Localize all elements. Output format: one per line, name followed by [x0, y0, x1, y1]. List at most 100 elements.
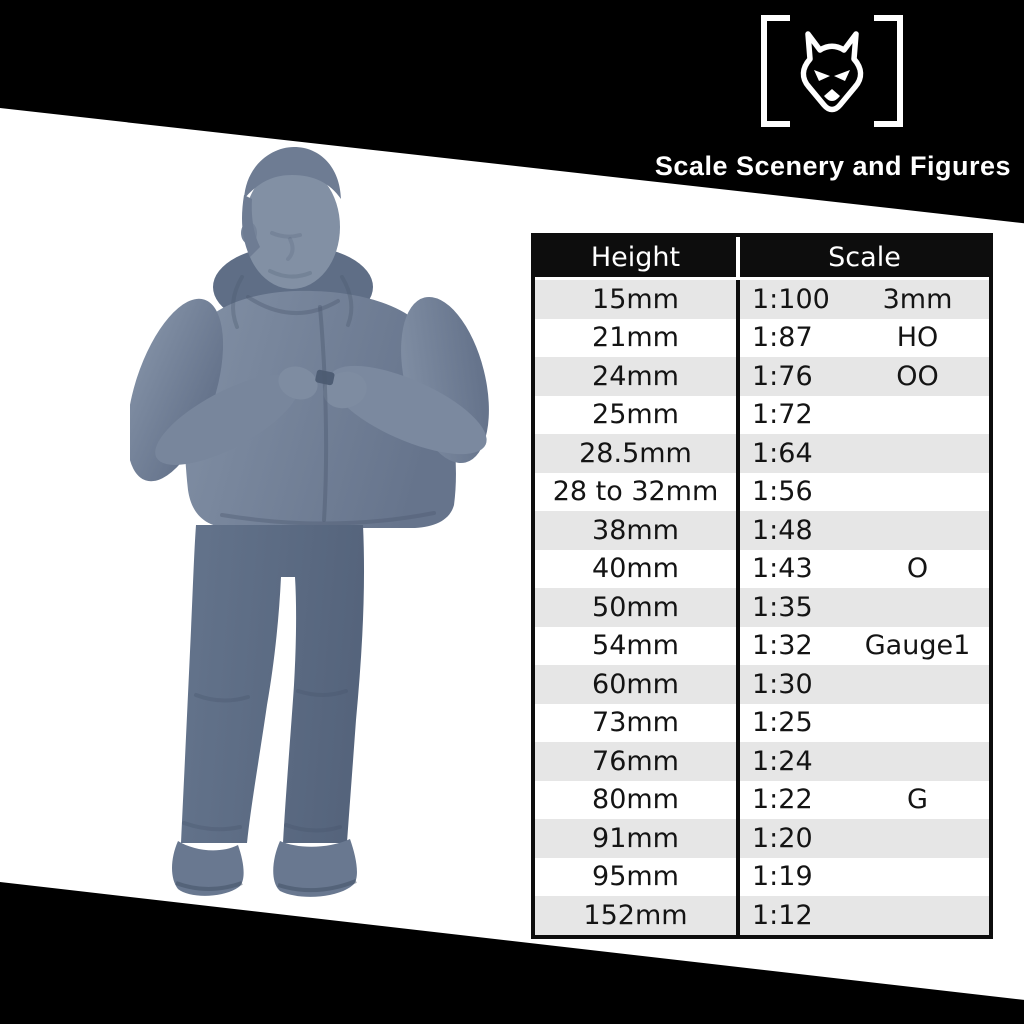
scale-cell: 1:35: [740, 588, 989, 627]
right-bracket: [874, 15, 903, 127]
height-cell: 80mm: [535, 780, 740, 819]
scale-cell: 1:30: [740, 665, 989, 704]
scale-ratio: 1:76: [752, 360, 813, 392]
scale-ratio: 1:35: [752, 591, 813, 623]
table-row: 28 to 32mm 1:56: [535, 472, 989, 512]
scale-cell: 1:24: [740, 742, 989, 781]
chin-fold: [268, 269, 312, 279]
height-cell: 28.5mm: [535, 434, 740, 473]
table-row: 95mm 1:19: [535, 857, 989, 897]
table-row: 50mm 1:35: [535, 588, 989, 627]
brow-shade: [270, 231, 302, 239]
scale-cell: 1:43 O: [740, 550, 989, 589]
height-column-header: Height: [535, 237, 740, 277]
wolf-right-eye: [834, 70, 850, 81]
scale-ratio: 1:87: [752, 322, 813, 354]
hair-side: [242, 195, 260, 257]
gauge-name: Gauge1: [864, 630, 971, 662]
height-cell: 21mm: [535, 318, 740, 357]
table-row: 73mm 1:25: [535, 703, 989, 743]
wolf-left-eye: [814, 70, 830, 81]
table-row: 152mm 1:12: [535, 896, 989, 935]
scale-cell: 1:32 Gauge1: [740, 627, 989, 666]
scale-cell: 1:56: [740, 473, 989, 512]
left-knee-fold: [194, 693, 250, 703]
scale-cell: 1:100 3mm: [740, 280, 989, 319]
table-row: 15mm 1:100 3mm: [535, 280, 989, 319]
height-cell: 152mm: [535, 896, 740, 935]
scale-ratio: 1:56: [752, 476, 813, 508]
scale-cell: 1:76 OO: [740, 357, 989, 396]
scale-ratio: 1:24: [752, 745, 813, 777]
scale-cell: 1:12: [740, 896, 989, 935]
height-cell: 54mm: [535, 626, 740, 665]
trousers: [181, 525, 365, 843]
left-forearm: [155, 375, 299, 465]
height-cell: 76mm: [535, 742, 740, 781]
gauge-name: O: [906, 553, 929, 585]
scale-ratio: 1:12: [752, 899, 813, 931]
hair: [244, 147, 341, 199]
wristwatch: [315, 369, 335, 386]
gauge-name: G: [907, 784, 928, 816]
table-row: 38mm 1:48: [535, 511, 989, 550]
scale-ratio: 1:19: [752, 861, 813, 893]
table-row: 54mm 1:32 Gauge1: [535, 626, 989, 666]
left-cuff-fold: [182, 821, 242, 832]
table-row: 60mm 1:30: [535, 665, 989, 704]
height-cell: 95mm: [535, 857, 740, 896]
table-row: 25mm 1:72: [535, 395, 989, 435]
height-cell: 60mm: [535, 665, 740, 704]
scale-ratio: 1:32: [752, 630, 813, 662]
table-row: 91mm 1:20: [535, 819, 989, 858]
scale-cell: 1:48: [740, 511, 989, 550]
scale-ratio: 1:25: [752, 707, 813, 739]
head: [244, 165, 340, 289]
right-shoe: [273, 839, 357, 897]
right-hand: [323, 371, 367, 409]
height-cell: 24mm: [535, 357, 740, 396]
collar-fold: [246, 295, 340, 316]
table-row: 24mm 1:76 OO: [535, 357, 989, 396]
table-row: 76mm 1:24: [535, 742, 989, 781]
gauge-name: 3mm: [882, 283, 953, 315]
scale-ratio: 1:20: [752, 822, 813, 854]
wolf-logo-icon: [761, 15, 903, 127]
gauge-name: OO: [896, 360, 939, 392]
right-forearm: [329, 365, 487, 455]
right-sole: [277, 879, 357, 893]
scale-ratio: 1:100: [752, 283, 830, 315]
scale-cell: 1:87 HO: [740, 319, 989, 358]
brand-title: Scale Scenery and Figures: [654, 151, 1012, 181]
scale-ratio: 1:64: [752, 437, 813, 469]
scale-ratio: 1:48: [752, 514, 813, 546]
wolf-head-outline: [800, 31, 864, 113]
scale-cell: 1:25: [740, 704, 989, 743]
torso-hoodie: [184, 290, 456, 528]
zipper-line: [318, 305, 329, 522]
height-cell: 38mm: [535, 511, 740, 550]
scale-table-body: 15mm 1:100 3mm 21mm 1:87 HO 24mm 1:76 OO 25mm 1:72…: [535, 280, 989, 935]
hem-fold: [220, 511, 436, 526]
hood-fold-left: [231, 275, 244, 329]
height-cell: 73mm: [535, 703, 740, 742]
scale-cell: 1:72: [740, 396, 989, 435]
height-cell: 50mm: [535, 588, 740, 627]
scale-cell: 1:20: [740, 819, 989, 858]
nose-shade: [286, 237, 295, 261]
hood-fold-right: [340, 275, 354, 327]
left-hand: [278, 366, 318, 400]
wolf-muzzle: [824, 89, 840, 101]
height-cell: 40mm: [535, 549, 740, 588]
scale-cell: 1:19: [740, 858, 989, 897]
height-cell: 91mm: [535, 819, 740, 858]
table-row: 21mm 1:87 HO: [535, 318, 989, 358]
man-figure: [130, 147, 489, 897]
table-row: 28.5mm 1:64: [535, 434, 989, 473]
scale-column-header: Scale: [740, 237, 989, 277]
gauge-name: HO: [896, 322, 939, 354]
height-cell: 25mm: [535, 395, 740, 434]
right-knee-fold: [296, 689, 348, 697]
table-row: 80mm 1:22 G: [535, 780, 989, 819]
